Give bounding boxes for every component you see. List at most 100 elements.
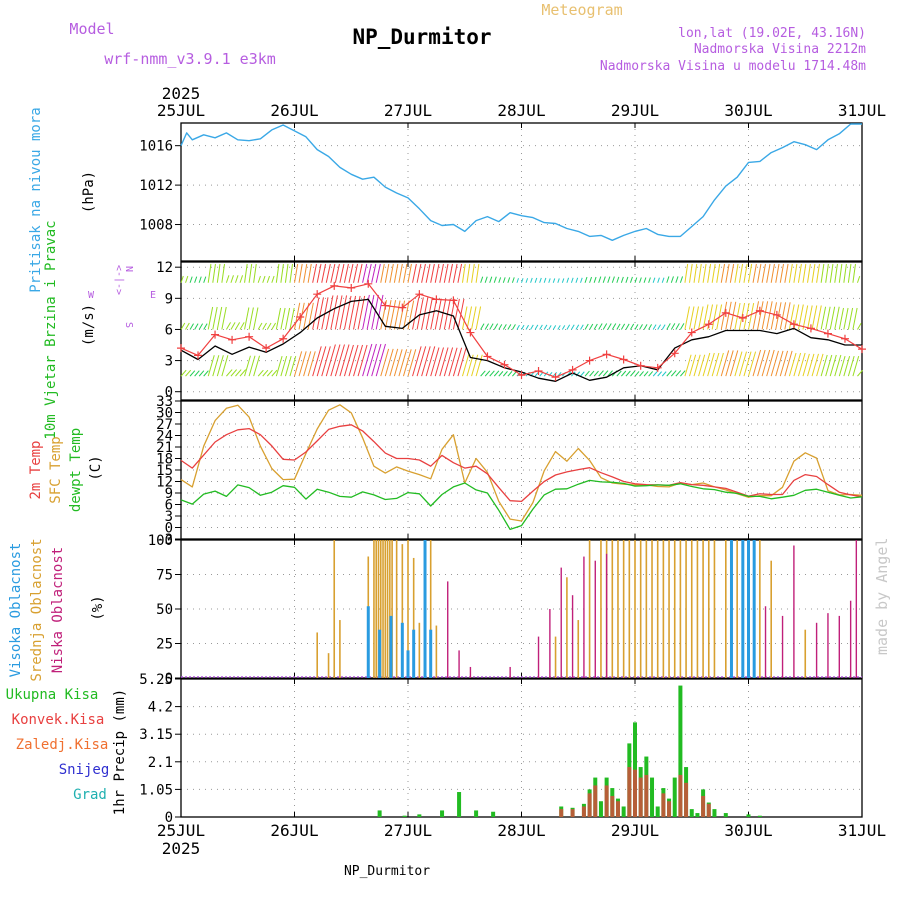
wind-barb — [416, 263, 422, 283]
wind-barb — [434, 263, 440, 283]
wind-barb — [575, 324, 580, 330]
compass-w: W — [88, 290, 95, 301]
wind-barb — [412, 346, 422, 377]
plot-area: 25JUL 25JUL 26JUL 26JUL 27JUL 27JUL 28JUL 28JUL… — [139, 101, 886, 840]
wind-barb — [507, 324, 512, 330]
wind-barb — [203, 276, 207, 283]
wind-barb — [829, 263, 834, 283]
wind-barb — [280, 263, 284, 283]
wind-barb — [820, 306, 827, 330]
wind-barb — [443, 263, 449, 283]
wind-barb — [262, 322, 267, 330]
wind-gust-marker — [568, 365, 577, 374]
wind-barb — [552, 278, 556, 283]
wind-barb — [652, 324, 657, 330]
precip-ytick-label: 1.05 — [139, 782, 173, 798]
wind-barb — [729, 263, 735, 283]
wind-barb — [366, 343, 377, 377]
temperature-ytick-label: 21 — [156, 440, 173, 456]
wind-barb — [652, 277, 656, 283]
wind-barb — [412, 263, 417, 283]
temperature-ytick-label: 0 — [165, 521, 173, 537]
wind-barb — [847, 356, 855, 377]
time-label-bottom-27JUL: 27JUL — [384, 821, 432, 840]
wind-barb — [480, 276, 484, 283]
wind-barb — [207, 306, 214, 330]
wind-barb — [561, 278, 565, 283]
wind-barb — [353, 295, 361, 330]
panel-clouds: 0 25 50 75 100 — [148, 533, 863, 687]
wind-barb — [284, 263, 289, 283]
precip-total-bar — [650, 777, 655, 817]
wind-barb — [230, 322, 236, 330]
wind-barb — [752, 301, 760, 330]
precip-conv-bar — [559, 809, 564, 817]
wind-barb — [480, 370, 486, 377]
wind-barb — [557, 325, 561, 330]
wind-gust-marker — [347, 283, 356, 292]
wind-barb — [207, 355, 215, 377]
wind-barb — [330, 295, 338, 330]
wind-barb — [820, 354, 828, 377]
wind-barb — [738, 351, 747, 377]
wind-barb — [321, 346, 331, 377]
wind-barb — [439, 347, 449, 377]
wind-barb — [402, 300, 410, 330]
temperature-ytick-label: 9 — [165, 486, 173, 502]
wind-barb — [738, 263, 744, 283]
wind-barb — [516, 324, 520, 330]
wind-barb — [838, 356, 846, 377]
wind-barb — [407, 263, 412, 283]
precip-conv-bar — [661, 793, 666, 817]
wind-barb — [239, 322, 245, 330]
wind-barb — [248, 355, 256, 377]
wind-barb — [856, 275, 861, 283]
credit-text: made by Angel — [873, 538, 891, 655]
wind-barb — [430, 263, 435, 283]
wind-barb — [752, 263, 757, 283]
wind-barb — [225, 275, 230, 283]
wind-barb — [266, 322, 272, 330]
wind-barb — [380, 263, 385, 283]
wind-barb — [679, 323, 685, 330]
wind-barb — [511, 277, 515, 283]
wind-barb — [489, 276, 493, 283]
wind-barb — [684, 354, 692, 377]
precip-ylabel: 1hr Precip (mm) — [112, 689, 128, 815]
wind-barb — [843, 356, 851, 377]
wind-barb — [521, 324, 525, 330]
wind-barb — [257, 322, 263, 330]
wind-barb — [807, 353, 815, 377]
wind-titles: 10m Vjetar Brzina i Pravac (m/s) <-|-> W E… — [43, 220, 156, 439]
wind-barb — [407, 300, 415, 330]
wind-barb — [253, 263, 257, 283]
wind-barb — [770, 302, 778, 330]
wind-barb — [670, 323, 676, 330]
wind-barb — [589, 370, 595, 377]
wind-barb — [253, 307, 259, 330]
wind-barb — [398, 300, 406, 330]
wind-barb — [321, 263, 327, 283]
wind-barb — [384, 348, 394, 377]
wind-barb-row — [180, 294, 862, 330]
wind-barb — [566, 277, 570, 283]
wind-barb — [834, 354, 842, 377]
wind-barb — [702, 352, 711, 377]
wind-barb — [348, 263, 354, 283]
wind-barb — [725, 263, 730, 283]
pressure-ytick-label: 1012 — [139, 178, 173, 194]
wind-barb — [493, 276, 497, 283]
wind-unit: (m/s) — [81, 304, 97, 346]
wind-barb — [661, 277, 665, 283]
panel-frame — [180, 539, 863, 679]
wind-barb — [212, 263, 216, 283]
wind-gust-marker — [483, 352, 492, 361]
wind-barb — [498, 324, 503, 330]
wind-barb — [607, 323, 612, 330]
wind-barb — [434, 298, 442, 330]
time-label-bottom-29JUL: 29JUL — [611, 821, 659, 840]
wind-barb — [766, 349, 775, 377]
wind-barb — [643, 371, 649, 377]
temperature-ytick-label: 12 — [156, 475, 173, 491]
wind-barb — [711, 263, 716, 283]
